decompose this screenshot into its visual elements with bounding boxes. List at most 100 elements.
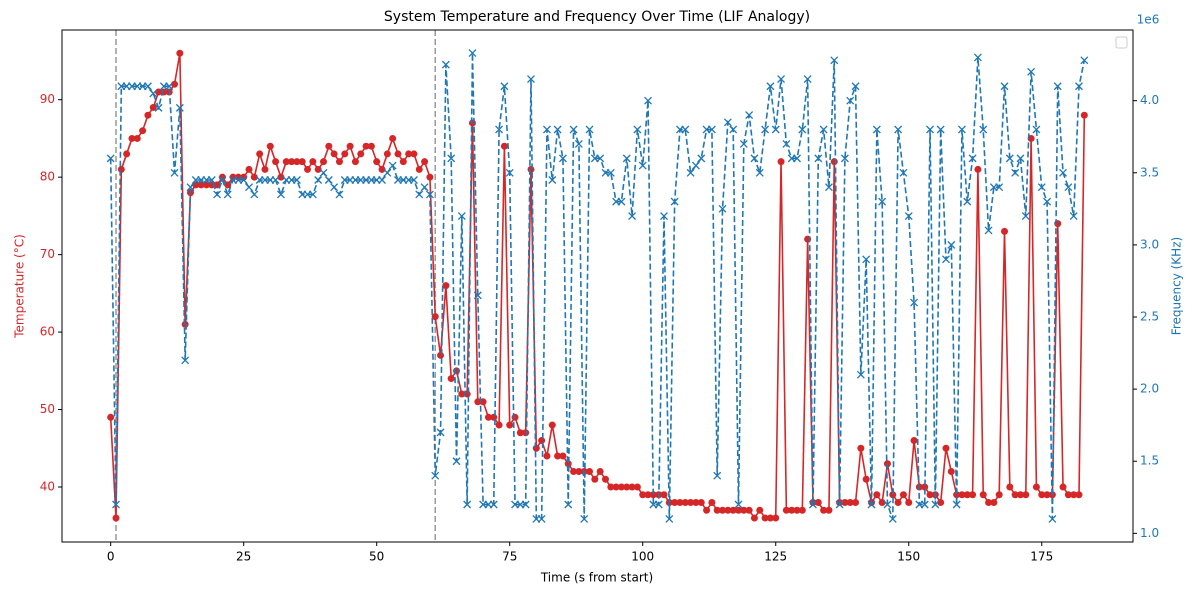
point bbox=[436, 428, 445, 437]
point bbox=[942, 444, 950, 452]
y-tick-label: 50 bbox=[40, 402, 55, 416]
point bbox=[261, 165, 269, 173]
point bbox=[1048, 514, 1057, 523]
point bbox=[793, 506, 801, 514]
point bbox=[112, 514, 120, 522]
point bbox=[341, 150, 349, 158]
point bbox=[149, 89, 158, 98]
point bbox=[409, 176, 418, 184]
point bbox=[1053, 82, 1062, 91]
y-axis-label: Temperature (°C) bbox=[13, 234, 27, 339]
point bbox=[622, 154, 631, 163]
point bbox=[676, 498, 684, 506]
point bbox=[969, 491, 977, 499]
point bbox=[319, 168, 328, 177]
point bbox=[852, 498, 860, 506]
point bbox=[899, 491, 907, 499]
point bbox=[425, 190, 434, 199]
point bbox=[952, 500, 961, 509]
point bbox=[1016, 491, 1024, 499]
point bbox=[856, 370, 865, 379]
point bbox=[107, 413, 115, 421]
legend-box bbox=[1115, 36, 1128, 49]
plot-frame bbox=[61, 29, 1134, 543]
point bbox=[851, 82, 860, 91]
point bbox=[288, 158, 296, 166]
point bbox=[431, 471, 440, 480]
point bbox=[963, 491, 971, 499]
point bbox=[532, 444, 540, 452]
point bbox=[750, 154, 759, 163]
point bbox=[1027, 67, 1036, 76]
point bbox=[570, 468, 578, 476]
point bbox=[420, 183, 429, 192]
point bbox=[543, 452, 551, 460]
point bbox=[250, 190, 259, 199]
point bbox=[154, 103, 163, 112]
point bbox=[931, 500, 940, 509]
point bbox=[1022, 491, 1030, 499]
point bbox=[1059, 168, 1067, 177]
point bbox=[894, 498, 902, 506]
point bbox=[942, 255, 950, 264]
point bbox=[819, 125, 828, 134]
point bbox=[957, 125, 966, 134]
point bbox=[410, 150, 418, 158]
y2-tick-label: 4.0 bbox=[1140, 93, 1159, 107]
point bbox=[973, 53, 982, 62]
point bbox=[921, 483, 929, 491]
point bbox=[830, 56, 839, 65]
point bbox=[718, 204, 727, 213]
point bbox=[1064, 491, 1072, 499]
point bbox=[1032, 125, 1041, 134]
point bbox=[654, 500, 663, 509]
point bbox=[106, 154, 115, 163]
point bbox=[729, 125, 738, 134]
point bbox=[473, 291, 482, 300]
point bbox=[468, 49, 477, 58]
point bbox=[713, 471, 722, 480]
point bbox=[936, 125, 945, 134]
point bbox=[1037, 183, 1046, 192]
point bbox=[1075, 491, 1083, 499]
point bbox=[426, 173, 434, 181]
point bbox=[687, 498, 695, 506]
point bbox=[1032, 483, 1040, 491]
point bbox=[1069, 212, 1078, 221]
point bbox=[777, 75, 786, 83]
point bbox=[953, 491, 961, 499]
point bbox=[548, 176, 557, 184]
point bbox=[984, 226, 993, 235]
point bbox=[963, 197, 972, 206]
point bbox=[681, 125, 690, 134]
point bbox=[474, 398, 482, 406]
x-tick-label: 50 bbox=[369, 550, 384, 564]
point bbox=[873, 491, 881, 499]
point bbox=[437, 351, 445, 359]
point bbox=[968, 154, 977, 163]
x-tick-label: 100 bbox=[631, 550, 654, 564]
point bbox=[1043, 491, 1051, 499]
point bbox=[788, 506, 796, 514]
point bbox=[835, 500, 844, 509]
point bbox=[415, 190, 424, 199]
point bbox=[506, 421, 514, 429]
point bbox=[447, 154, 456, 163]
point bbox=[1021, 212, 1030, 221]
point bbox=[947, 240, 956, 249]
point bbox=[596, 468, 604, 476]
point bbox=[1016, 154, 1025, 163]
point bbox=[298, 158, 306, 166]
point bbox=[606, 168, 615, 177]
point bbox=[958, 491, 966, 499]
point bbox=[458, 390, 466, 398]
point bbox=[910, 437, 918, 445]
point bbox=[878, 498, 886, 506]
y2-tick-label: 1.0 bbox=[1140, 526, 1159, 540]
point bbox=[117, 165, 125, 173]
point bbox=[904, 212, 913, 221]
point bbox=[1075, 82, 1083, 91]
point bbox=[708, 498, 716, 506]
point bbox=[463, 500, 472, 509]
point bbox=[947, 468, 955, 476]
